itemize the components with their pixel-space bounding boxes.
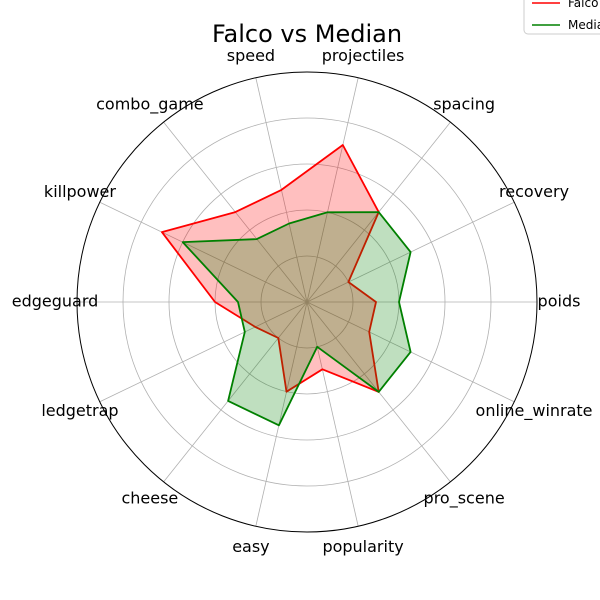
chart-title: Falco vs Median bbox=[212, 20, 402, 48]
category-label-cheese: cheese bbox=[121, 489, 178, 508]
category-label-online_winrate: online_winrate bbox=[476, 401, 593, 421]
category-label-killpower: killpower bbox=[44, 182, 116, 201]
grid-spoke-killpower bbox=[99, 201, 308, 303]
category-label-popularity: popularity bbox=[322, 537, 403, 556]
grid-spoke-cheese bbox=[163, 301, 308, 483]
series-line-median bbox=[181, 211, 412, 427]
grid-spoke-projectiles bbox=[306, 77, 359, 303]
category-label-pro_scene: pro_scene bbox=[424, 489, 505, 509]
category-label-poids: poids bbox=[538, 292, 581, 311]
category-label-edgeguard: edgeguard bbox=[12, 292, 99, 311]
outer-frame bbox=[76, 71, 538, 533]
legend-label-falco: Falco bbox=[568, 0, 598, 10]
category-label-combo_game: combo_game bbox=[96, 94, 204, 114]
grid-spoke-ledgetrap bbox=[99, 301, 308, 403]
category-label-speed: speed bbox=[227, 46, 275, 65]
category-labels: poids recovery spacing projectiles speed comb… bbox=[12, 46, 593, 556]
series-area-falco bbox=[161, 145, 379, 392]
legend: Falco Median bbox=[523, 0, 600, 35]
category-label-recovery: recovery bbox=[499, 182, 569, 201]
radar-grid bbox=[77, 77, 537, 527]
category-label-projectiles: projectiles bbox=[322, 46, 405, 65]
grid-spoke-easy bbox=[255, 301, 308, 527]
legend-label-median: Median bbox=[568, 18, 600, 32]
series-area-median bbox=[182, 212, 411, 426]
series-line-falco bbox=[160, 144, 380, 393]
grid-spoke-popularity bbox=[306, 301, 359, 527]
category-label-spacing: spacing bbox=[433, 94, 495, 113]
radar-series bbox=[160, 144, 412, 427]
category-label-ledgetrap: ledgetrap bbox=[41, 401, 118, 420]
category-label-easy: easy bbox=[232, 537, 269, 556]
